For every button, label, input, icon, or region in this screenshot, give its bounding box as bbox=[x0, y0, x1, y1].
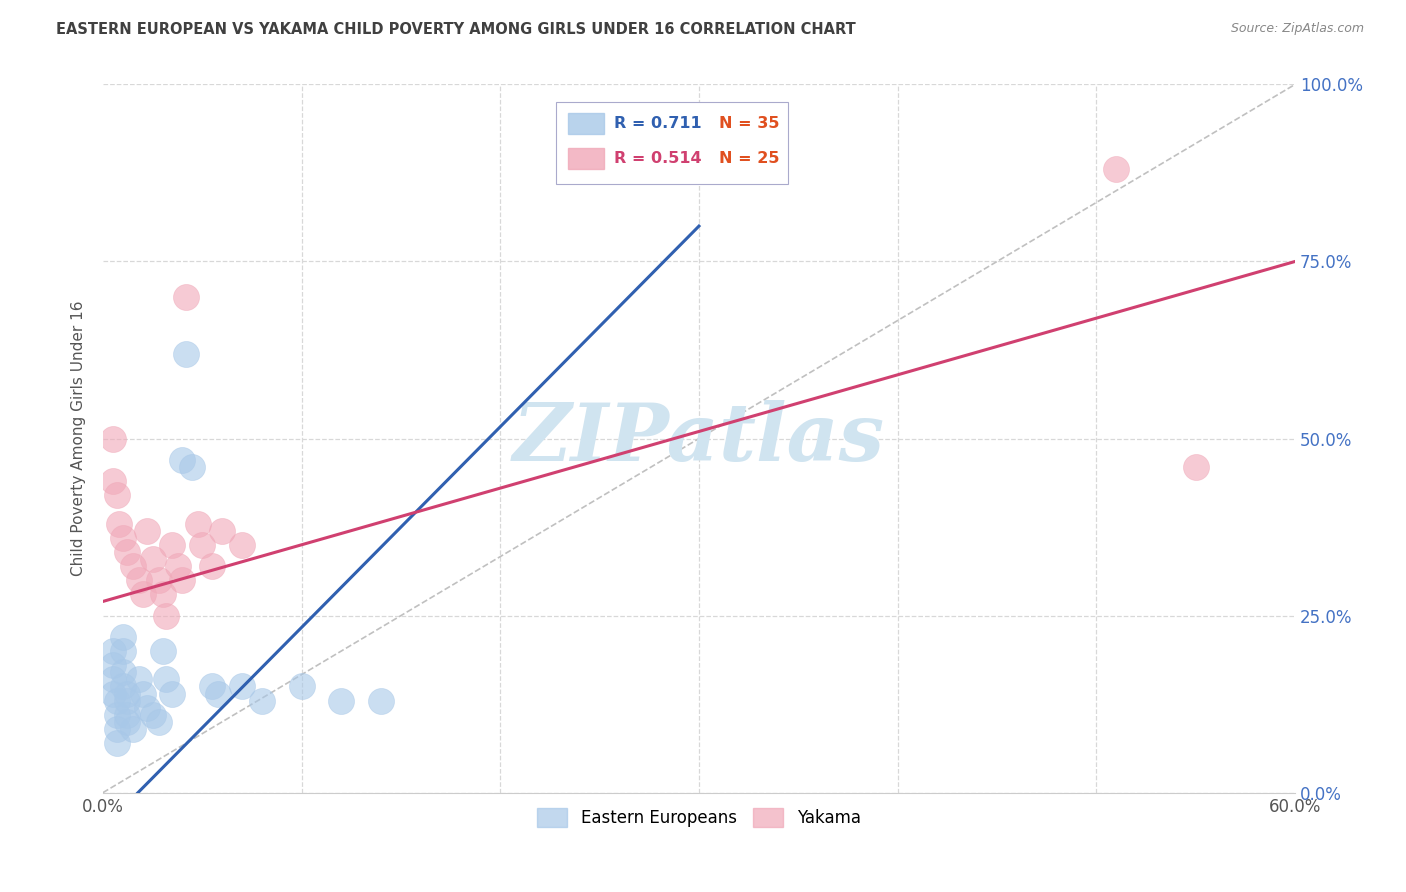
Point bbox=[101, 658, 124, 673]
Point bbox=[162, 686, 184, 700]
Point bbox=[176, 346, 198, 360]
Point bbox=[121, 722, 143, 736]
Point bbox=[115, 686, 138, 700]
Text: EASTERN EUROPEAN VS YAKAMA CHILD POVERTY AMONG GIRLS UNDER 16 CORRELATION CHART: EASTERN EUROPEAN VS YAKAMA CHILD POVERTY… bbox=[56, 22, 856, 37]
Point bbox=[115, 545, 138, 559]
Text: N = 25: N = 25 bbox=[720, 152, 780, 166]
Point bbox=[142, 552, 165, 566]
Text: N = 35: N = 35 bbox=[720, 116, 780, 131]
Point bbox=[211, 524, 233, 538]
Point bbox=[148, 573, 170, 587]
Point bbox=[172, 452, 194, 467]
Point bbox=[172, 573, 194, 587]
Point bbox=[231, 680, 253, 694]
Point bbox=[128, 573, 150, 587]
Point bbox=[370, 693, 392, 707]
Point bbox=[135, 700, 157, 714]
Point bbox=[111, 665, 134, 680]
Text: ZIPatlas: ZIPatlas bbox=[513, 400, 884, 477]
FancyBboxPatch shape bbox=[555, 103, 789, 184]
Point bbox=[115, 693, 138, 707]
Point bbox=[162, 538, 184, 552]
Point bbox=[111, 531, 134, 545]
Point bbox=[105, 693, 128, 707]
Y-axis label: Child Poverty Among Girls Under 16: Child Poverty Among Girls Under 16 bbox=[72, 301, 86, 576]
Point bbox=[111, 644, 134, 658]
Point bbox=[291, 680, 314, 694]
Point bbox=[201, 680, 224, 694]
Point bbox=[111, 630, 134, 644]
Point bbox=[121, 559, 143, 574]
Point bbox=[142, 707, 165, 722]
Point bbox=[201, 559, 224, 574]
Point bbox=[105, 722, 128, 736]
Point bbox=[105, 707, 128, 722]
Point bbox=[135, 524, 157, 538]
Text: Source: ZipAtlas.com: Source: ZipAtlas.com bbox=[1230, 22, 1364, 36]
Point bbox=[231, 538, 253, 552]
Point bbox=[107, 516, 129, 531]
Point bbox=[115, 707, 138, 722]
Point bbox=[1184, 459, 1206, 474]
Text: R = 0.514: R = 0.514 bbox=[614, 152, 702, 166]
Point bbox=[101, 474, 124, 488]
Point bbox=[250, 693, 273, 707]
Point bbox=[181, 459, 204, 474]
Point bbox=[101, 432, 124, 446]
Text: R = 0.711: R = 0.711 bbox=[614, 116, 702, 131]
Point bbox=[148, 714, 170, 729]
Point bbox=[155, 673, 177, 687]
Point bbox=[105, 488, 128, 502]
Legend: Eastern Europeans, Yakama: Eastern Europeans, Yakama bbox=[530, 801, 868, 834]
Point bbox=[187, 516, 209, 531]
Point bbox=[191, 538, 214, 552]
Point bbox=[131, 587, 153, 601]
Point bbox=[152, 587, 174, 601]
Point bbox=[176, 290, 198, 304]
Point bbox=[101, 673, 124, 687]
Point bbox=[131, 686, 153, 700]
Point bbox=[155, 608, 177, 623]
FancyBboxPatch shape bbox=[568, 112, 603, 134]
Point bbox=[111, 680, 134, 694]
Point bbox=[105, 736, 128, 750]
Point bbox=[1105, 162, 1128, 177]
Point bbox=[128, 673, 150, 687]
Point bbox=[101, 644, 124, 658]
FancyBboxPatch shape bbox=[568, 148, 603, 169]
Point bbox=[207, 686, 229, 700]
Point bbox=[330, 693, 353, 707]
Point bbox=[152, 644, 174, 658]
Point bbox=[167, 559, 190, 574]
Point bbox=[115, 714, 138, 729]
Point bbox=[101, 686, 124, 700]
